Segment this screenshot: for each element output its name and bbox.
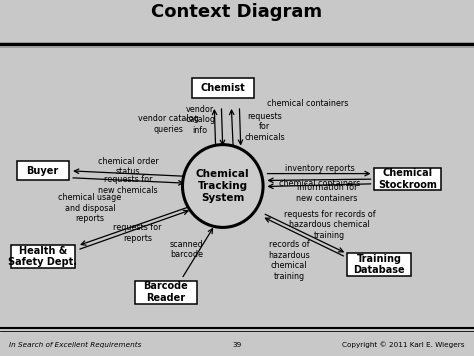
Text: Buyer: Buyer	[27, 166, 59, 176]
Text: requests for
reports: requests for reports	[113, 223, 162, 242]
FancyBboxPatch shape	[17, 162, 69, 180]
Text: Chemical
Stockroom: Chemical Stockroom	[378, 168, 437, 190]
Text: Copyright © 2011 Karl E. Wiegers: Copyright © 2011 Karl E. Wiegers	[342, 341, 465, 348]
Text: vendor
catalog
info: vendor catalog info	[185, 105, 215, 135]
Text: information for
new containers: information for new containers	[296, 183, 358, 203]
FancyBboxPatch shape	[347, 253, 411, 276]
Text: Health &
Safety Dept.: Health & Safety Dept.	[8, 246, 77, 267]
Text: chemical order
status: chemical order status	[98, 157, 158, 176]
Text: vendor catalog
queries: vendor catalog queries	[138, 114, 199, 134]
Text: Context Diagram: Context Diagram	[151, 3, 323, 21]
Ellipse shape	[182, 145, 263, 227]
Text: Chemist: Chemist	[201, 83, 245, 93]
Text: Training
Database: Training Database	[354, 254, 405, 276]
Text: inventory reports: inventory reports	[284, 163, 355, 173]
FancyBboxPatch shape	[10, 245, 75, 268]
Text: records of
hazardous
chemical
training: records of hazardous chemical training	[268, 240, 310, 281]
Text: requests for
new chemicals: requests for new chemicals	[98, 176, 158, 195]
Text: Chemical
Tracking
System: Chemical Tracking System	[196, 169, 250, 203]
Text: 39: 39	[232, 342, 242, 348]
Text: scanned
barcode: scanned barcode	[169, 240, 203, 259]
FancyBboxPatch shape	[135, 281, 197, 304]
FancyBboxPatch shape	[374, 168, 441, 190]
Text: requests
for
chemicals: requests for chemicals	[244, 112, 285, 142]
Text: chemical containers: chemical containers	[267, 99, 349, 108]
FancyBboxPatch shape	[192, 78, 254, 98]
Text: requests for records of
hazardous chemical
training: requests for records of hazardous chemic…	[283, 210, 375, 240]
Text: chemical containers: chemical containers	[279, 179, 360, 188]
Text: In Search of Excellent Requirements: In Search of Excellent Requirements	[9, 342, 142, 348]
Text: Barcode
Reader: Barcode Reader	[144, 282, 188, 303]
Text: chemical usage
and disposal
reports: chemical usage and disposal reports	[58, 193, 122, 223]
